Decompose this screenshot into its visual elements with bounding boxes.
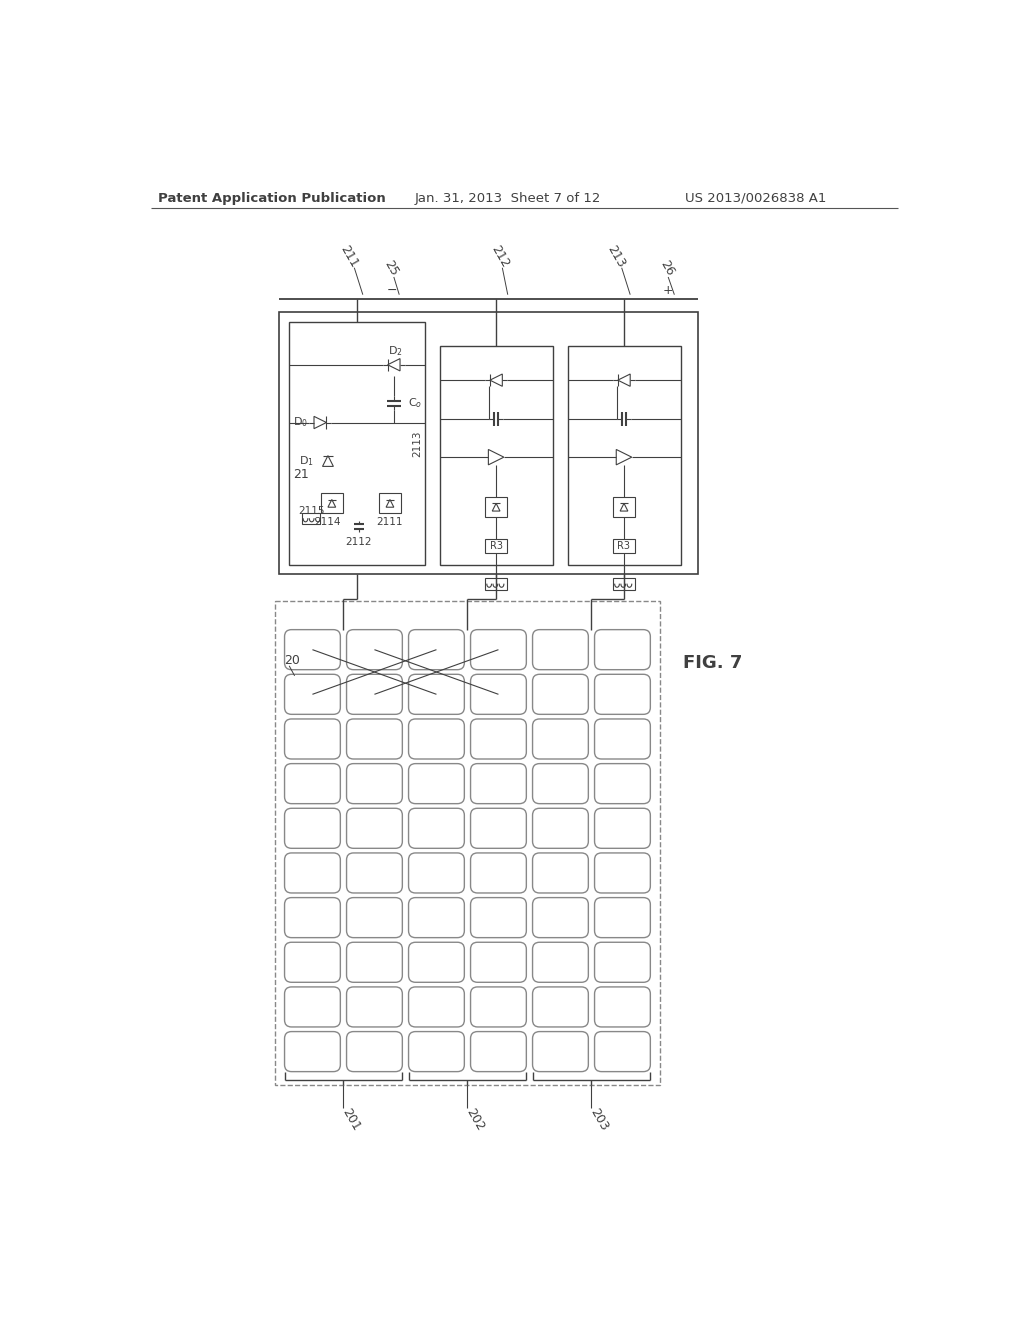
Text: 2115: 2115 [299, 506, 325, 516]
Text: −: − [387, 284, 397, 297]
Text: D$_1$: D$_1$ [299, 454, 314, 467]
Bar [289, 322, 425, 565]
Bar [568, 346, 681, 565]
Text: D$_2$: D$_2$ [388, 345, 402, 358]
Bar [440, 346, 553, 565]
Text: 202: 202 [464, 1106, 486, 1133]
Text: 25: 25 [382, 257, 401, 279]
Text: 26: 26 [657, 257, 676, 277]
Text: 203: 203 [588, 1106, 610, 1133]
Text: 2112: 2112 [346, 537, 372, 546]
Text: 2114: 2114 [314, 517, 341, 527]
Text: 20: 20 [285, 653, 300, 667]
Bar [485, 498, 507, 517]
Bar [379, 494, 400, 513]
Bar [280, 313, 697, 574]
Bar [275, 601, 659, 1085]
Text: C$_o$: C$_o$ [408, 396, 422, 411]
Text: Jan. 31, 2013  Sheet 7 of 12: Jan. 31, 2013 Sheet 7 of 12 [415, 191, 601, 205]
Text: Patent Application Publication: Patent Application Publication [158, 191, 385, 205]
Text: +: + [663, 284, 674, 297]
Bar [302, 513, 321, 524]
Bar [613, 539, 635, 553]
Text: 212: 212 [488, 243, 512, 269]
Text: R3: R3 [617, 541, 631, 550]
Bar [613, 498, 635, 517]
Text: 211: 211 [337, 243, 360, 269]
Text: 201: 201 [340, 1106, 362, 1133]
Text: US 2013/0026838 A1: US 2013/0026838 A1 [685, 191, 826, 205]
Text: D$_0$: D$_0$ [293, 416, 308, 429]
Text: R3: R3 [489, 541, 503, 550]
Text: 2111: 2111 [377, 517, 403, 527]
Text: 2113: 2113 [412, 430, 422, 457]
Bar [485, 539, 507, 553]
Text: 213: 213 [605, 243, 628, 269]
Bar [321, 494, 343, 513]
Bar [613, 578, 635, 590]
Text: 21: 21 [293, 467, 309, 480]
Text: FIG. 7: FIG. 7 [683, 653, 742, 672]
Bar [485, 578, 507, 590]
